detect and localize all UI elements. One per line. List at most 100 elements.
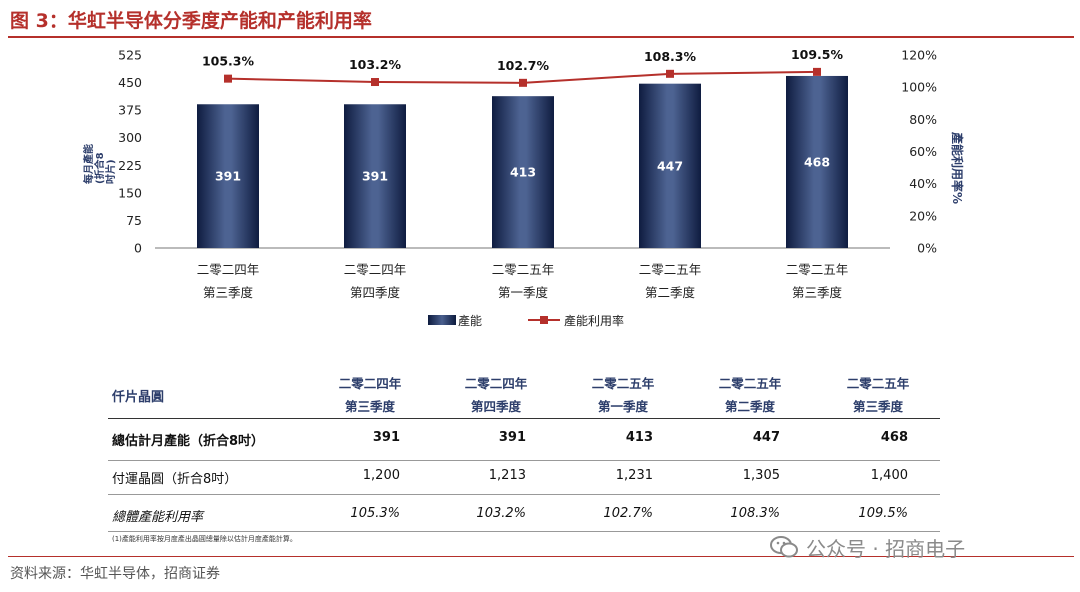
x-axis-category: 二零二四年 第四季度 <box>320 258 430 304</box>
capacity-bar <box>639 83 701 248</box>
table-corner-label: 仟片晶圓 <box>112 390 165 405</box>
watermark-text: 公众号 · 招商电子 <box>806 536 966 561</box>
table-row-rule <box>108 494 940 495</box>
capacity-bar-label: 468 <box>804 154 830 169</box>
table-cell: 413 <box>625 430 653 445</box>
utilization-marker <box>666 69 674 78</box>
table-cell: 1,400 <box>870 468 908 483</box>
y-tick-right-label: 100% <box>901 80 937 95</box>
table-cell: 1,200 <box>362 468 400 483</box>
legend-bar-swatch <box>428 315 456 325</box>
utilization-label: 109.5% <box>791 47 844 62</box>
x-axis-category-line: 二零二五年 <box>785 262 849 277</box>
footer-divider <box>8 556 1074 557</box>
y-axis-left-label-line2: (折合8吋片) <box>94 152 117 184</box>
legend-line-marker <box>540 316 548 324</box>
wechat-icon <box>770 536 798 558</box>
y-tick-left-label: 375 <box>118 103 142 118</box>
table-cell: 105.3% <box>350 506 400 521</box>
x-axis-category-line: 第三季度 <box>202 285 253 300</box>
x-axis-category-line: 第二季度 <box>644 285 695 300</box>
x-axis-category-line: 二零二五年 <box>638 262 702 277</box>
table-column-header-line: 二零二四年 <box>464 376 528 391</box>
table-column-header-line: 第二季度 <box>724 399 775 414</box>
capacity-bar <box>344 104 406 248</box>
capacity-utilization-chart: 0 75 150 225 300 375 450 525 0% 20% 40% 60% 80% 100%… <box>118 47 937 256</box>
table-cell: 108.3% <box>730 506 780 521</box>
table-cell: 109.5% <box>858 506 908 521</box>
table-column-header: 二零二五年 第三季度 <box>828 372 928 418</box>
x-axis-category-line: 二零二五年 <box>491 262 555 277</box>
y-tick-left-label: 225 <box>118 158 142 173</box>
utilization-marker <box>371 78 379 87</box>
utilization-marker <box>224 74 232 83</box>
capacity-bar-label: 447 <box>657 158 683 173</box>
table-cell: 102.7% <box>603 506 653 521</box>
capacity-bar <box>492 96 554 248</box>
table-cell: 391 <box>372 430 400 445</box>
y-tick-right-label: 60% <box>909 144 937 159</box>
utilization-label: 105.3% <box>202 54 255 69</box>
x-axis-category-line: 第四季度 <box>349 285 400 300</box>
table-column-header: 二零二五年 第一季度 <box>573 372 673 418</box>
y-axis-left-label-line1: 每月產能 <box>83 144 95 184</box>
x-axis-category: 二零二五年 第一季度 <box>468 258 578 304</box>
legend-line-label: 產能利用率 <box>564 314 625 328</box>
capacity-bar <box>786 75 848 248</box>
capacity-bar-label: 391 <box>215 169 241 184</box>
table-column-header-line: 二零二四年 <box>338 376 402 391</box>
utilization-label: 108.3% <box>644 49 697 64</box>
table-cell: 391 <box>498 430 526 445</box>
y-tick-left-label: 0 <box>134 241 142 256</box>
table-cell: 447 <box>752 430 780 445</box>
source-note: 资料来源：华虹半导体，招商证券 <box>10 566 220 582</box>
table-cell: 468 <box>880 430 908 445</box>
table-row-label: 總體產能利用率 <box>112 510 204 525</box>
y-tick-left-label: 150 <box>118 185 142 200</box>
table-row-label: 付運晶圓（折合8吋） <box>112 472 238 487</box>
watermark: 公众号 · 招商电子 <box>770 532 965 562</box>
x-axis-category: 二零二五年 第二季度 <box>615 258 725 304</box>
x-axis-category-line: 二零二四年 <box>196 262 260 277</box>
y-axis-left-label: 每月產能 (折合8吋片) <box>84 144 117 184</box>
x-axis-category-line: 第一季度 <box>497 285 548 300</box>
table-column-header: 二零二五年 第二季度 <box>700 372 800 418</box>
utilization-label: 102.7% <box>497 58 550 73</box>
x-axis-category-line: 第三季度 <box>791 285 842 300</box>
table-cell: 1,305 <box>742 468 780 483</box>
table-cell: 1,231 <box>615 468 653 483</box>
y-tick-right-label: 0% <box>917 241 937 256</box>
capacity-bar-label: 413 <box>510 165 536 180</box>
utilization-marker <box>519 78 527 87</box>
title-divider <box>8 36 1074 38</box>
table-column-header-line: 二零二五年 <box>718 376 782 391</box>
table-column-header-line: 第三季度 <box>344 399 395 414</box>
capacity-bar-label: 391 <box>362 169 388 184</box>
table-column-header-line: 二零二五年 <box>591 376 655 391</box>
table-row-label: 總估計月產能（折合8吋） <box>112 434 265 449</box>
figure-title: 图 3：华虹半导体分季度产能和产能利用率 <box>10 10 372 32</box>
y-tick-left-label: 450 <box>118 75 142 90</box>
y-tick-left-label: 525 <box>118 48 142 63</box>
table-cell: 1,213 <box>488 468 526 483</box>
table-cell: 103.2% <box>476 506 526 521</box>
table-column-header: 二零二四年 第四季度 <box>446 372 546 418</box>
table-column-header-line: 第四季度 <box>470 399 521 414</box>
y-tick-right-label: 120% <box>901 48 937 63</box>
table-column-header-line: 第三季度 <box>852 399 903 414</box>
y-tick-left-label: 75 <box>126 213 142 228</box>
y-tick-left-label: 300 <box>118 130 142 145</box>
x-axis-category-line: 二零二四年 <box>343 262 407 277</box>
table-row-rule <box>108 460 940 461</box>
y-tick-right-label: 80% <box>909 112 937 127</box>
table-column-header-line: 第一季度 <box>597 399 648 414</box>
table-bottom-rule <box>108 531 940 532</box>
table-header-rule <box>108 418 940 419</box>
x-axis-category: 二零二五年 第三季度 <box>762 258 872 304</box>
y-tick-right-label: 40% <box>909 176 937 191</box>
table-column-header-line: 二零二五年 <box>846 376 910 391</box>
y-tick-right-label: 20% <box>909 208 937 223</box>
y-axis-right-label: 產能利用率% <box>950 131 964 205</box>
utilization-label: 103.2% <box>349 57 402 72</box>
capacity-bar <box>197 104 259 248</box>
